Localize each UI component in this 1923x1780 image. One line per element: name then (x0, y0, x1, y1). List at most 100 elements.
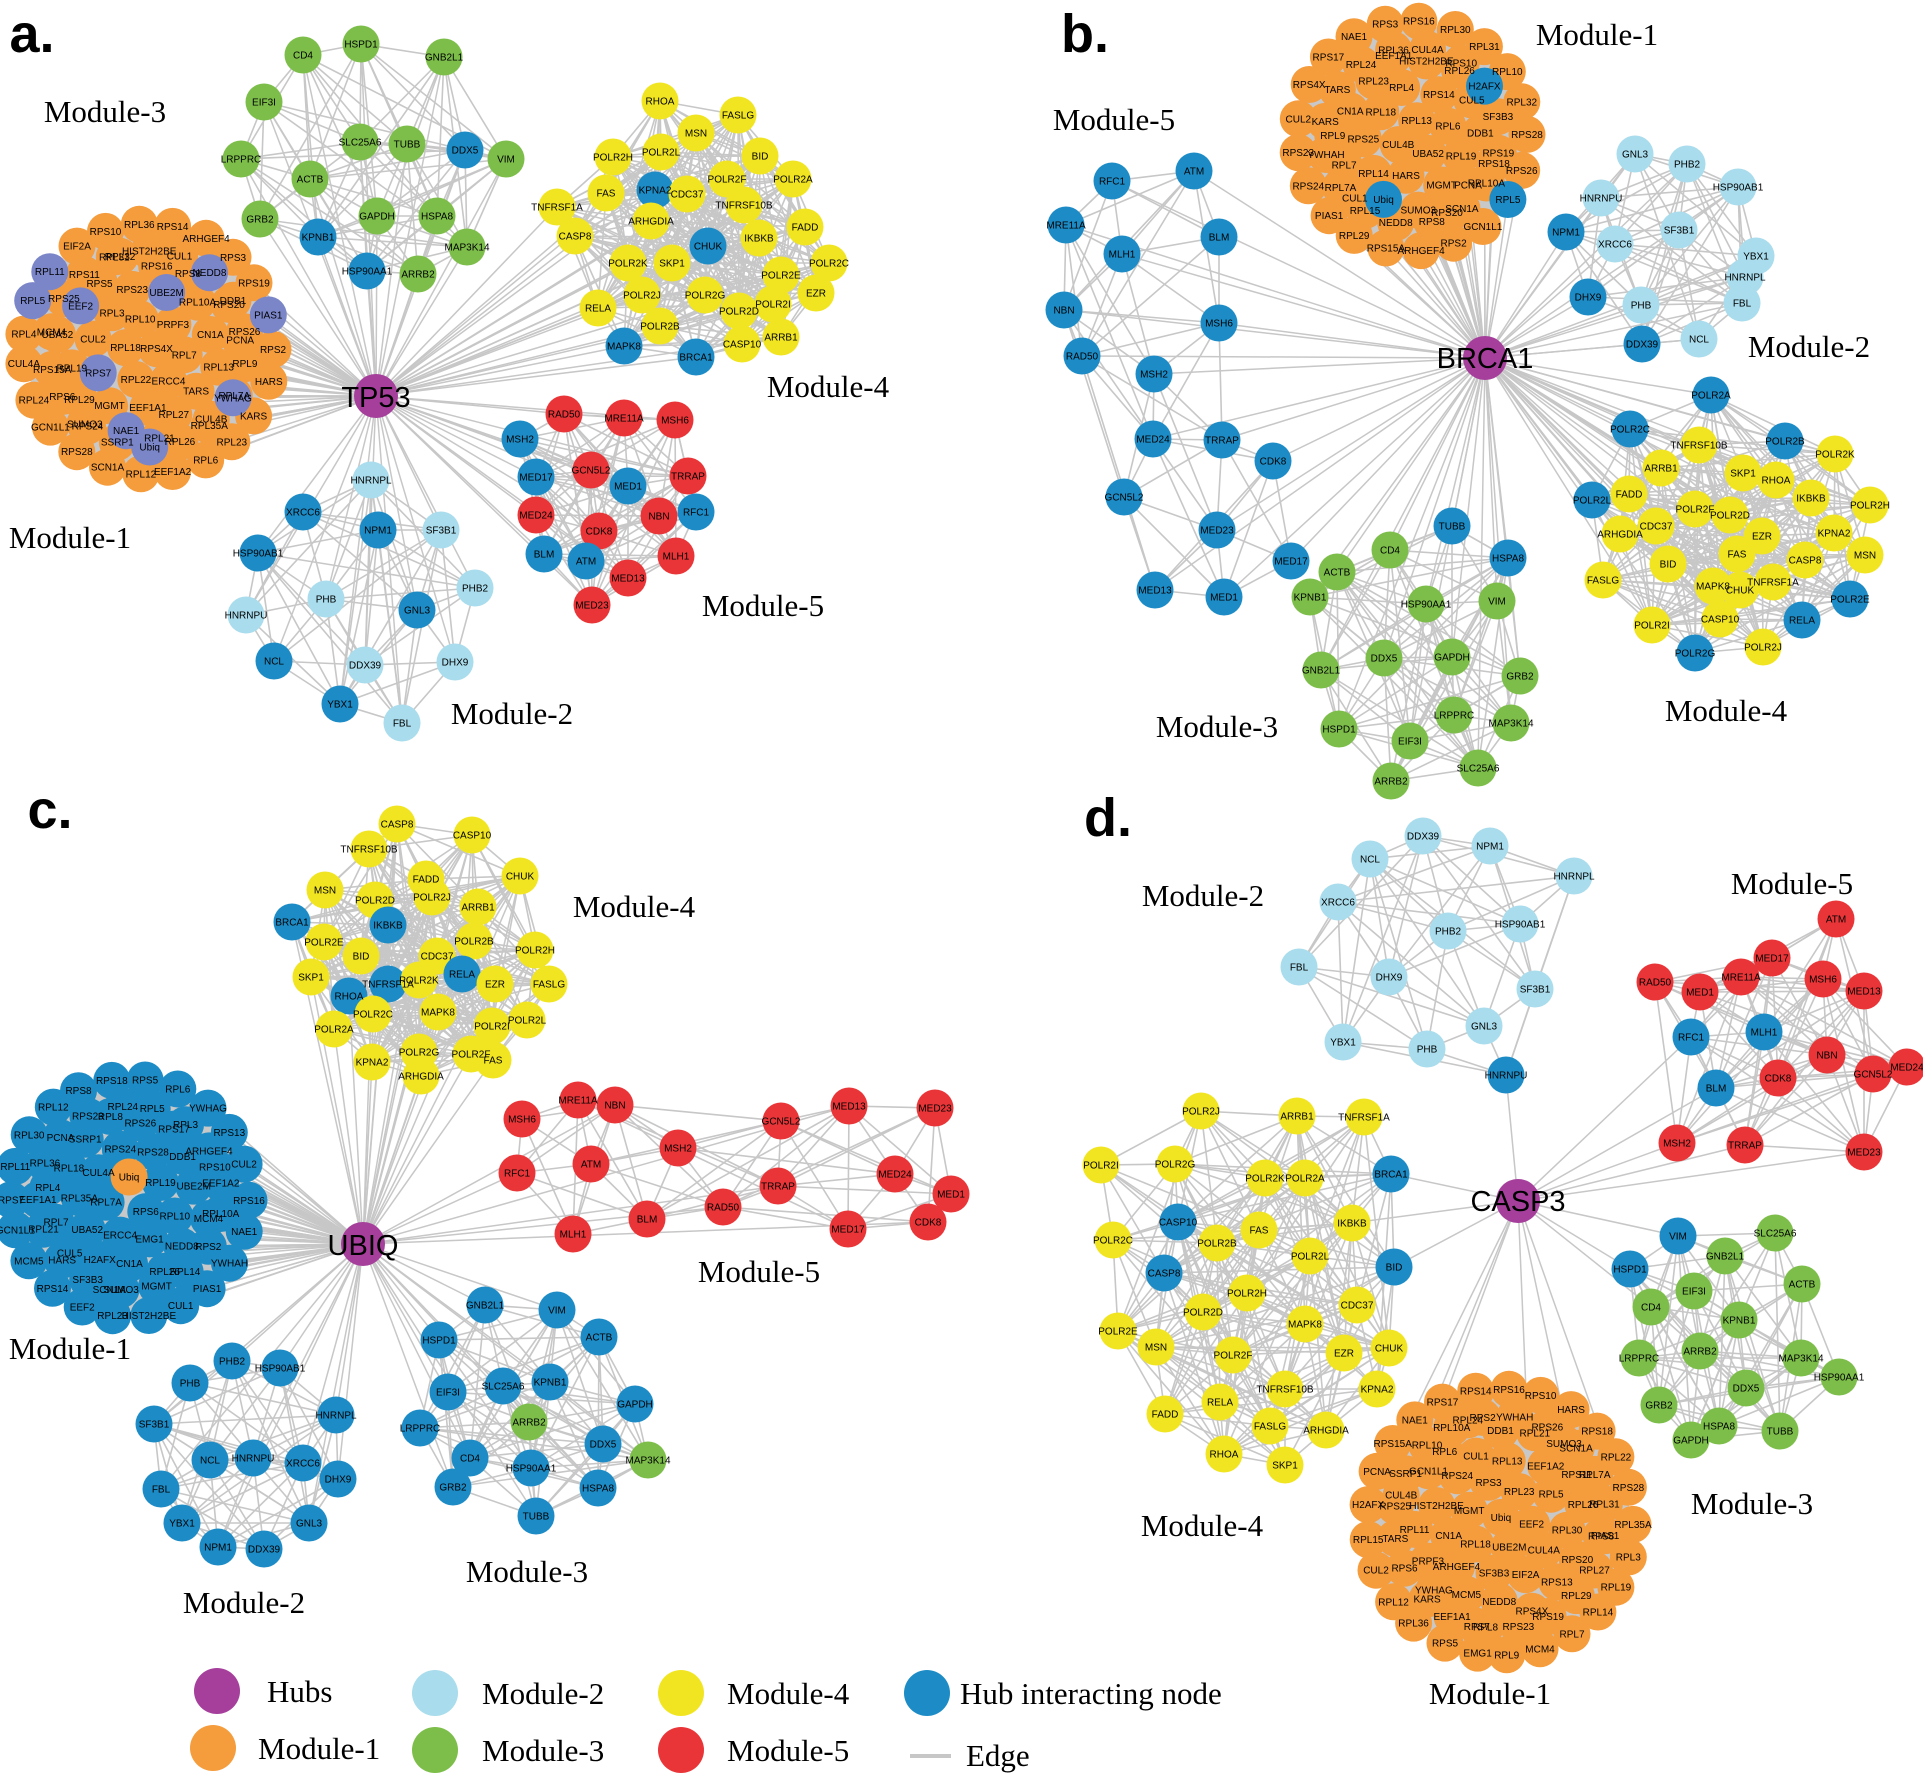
svg-text:CN1A: CN1A (116, 1259, 143, 1270)
svg-text:SF3B3: SF3B3 (1479, 1569, 1510, 1580)
svg-text:EZR: EZR (485, 980, 505, 991)
svg-text:MED1: MED1 (1210, 593, 1238, 604)
svg-text:POLR2B: POLR2B (640, 322, 680, 333)
svg-text:POLR2J: POLR2J (413, 893, 451, 904)
svg-text:MCM4: MCM4 (37, 327, 67, 338)
svg-text:CASP8: CASP8 (1789, 556, 1822, 567)
svg-text:TNFRSF1A: TNFRSF1A (1338, 1113, 1390, 1124)
svg-text:YWHAH: YWHAH (211, 1259, 248, 1270)
svg-text:CN1A: CN1A (1337, 106, 1364, 117)
svg-text:KARS: KARS (240, 411, 268, 422)
svg-text:FAS: FAS (597, 189, 616, 200)
svg-text:TNFRSF1A: TNFRSF1A (531, 203, 583, 214)
svg-text:PHB2: PHB2 (462, 584, 489, 595)
svg-text:RPS14: RPS14 (37, 1284, 69, 1295)
svg-text:DDX39: DDX39 (1626, 340, 1659, 351)
svg-text:RPS2: RPS2 (260, 345, 287, 356)
svg-text:b.: b. (1061, 4, 1109, 64)
svg-text:BID: BID (1660, 560, 1677, 571)
svg-text:SSRP1: SSRP1 (1389, 1469, 1422, 1480)
svg-text:MED17: MED17 (519, 473, 553, 484)
svg-text:RPL12: RPL12 (1378, 1597, 1409, 1608)
svg-text:GAPDH: GAPDH (1434, 653, 1470, 664)
svg-text:RPS10: RPS10 (1445, 59, 1477, 70)
svg-text:ERCC4: ERCC4 (152, 376, 186, 387)
svg-text:c.: c. (27, 780, 72, 840)
svg-text:ARRB2: ARRB2 (512, 1418, 546, 1429)
svg-text:POLR2B: POLR2B (454, 937, 494, 948)
svg-text:BLM: BLM (637, 1215, 658, 1226)
svg-text:Module-2: Module-2 (482, 1676, 604, 1711)
svg-text:SCN1A: SCN1A (1445, 204, 1479, 215)
svg-text:GRB2: GRB2 (246, 215, 274, 226)
svg-text:MED13: MED13 (611, 574, 645, 585)
svg-text:PHB: PHB (316, 595, 337, 606)
svg-text:YWHAG: YWHAG (189, 1104, 227, 1115)
svg-text:CUL4B: CUL4B (1385, 1491, 1418, 1502)
svg-text:DDB1: DDB1 (1487, 1426, 1514, 1437)
svg-text:YWHAH: YWHAH (1307, 150, 1344, 161)
svg-text:RPS23: RPS23 (72, 1112, 104, 1123)
svg-text:TUBB: TUBB (1439, 522, 1466, 533)
svg-text:NCL: NCL (264, 657, 284, 668)
svg-text:NCL: NCL (1689, 335, 1709, 346)
svg-text:HSP90AB1: HSP90AB1 (1713, 183, 1764, 194)
svg-text:POLR2H: POLR2H (1227, 1289, 1267, 1300)
svg-text:RPL3: RPL3 (173, 1120, 198, 1131)
svg-text:MED23: MED23 (918, 1104, 952, 1115)
svg-text:POLR2G: POLR2G (399, 1048, 440, 1059)
svg-text:MCM5: MCM5 (1452, 1590, 1482, 1601)
svg-text:RPS10: RPS10 (90, 227, 122, 238)
svg-text:RPL13: RPL13 (1492, 1456, 1523, 1467)
svg-text:POLR2H: POLR2H (593, 153, 633, 164)
svg-text:RPL10A: RPL10A (1433, 1423, 1471, 1434)
svg-text:MSH6: MSH6 (661, 416, 689, 427)
svg-text:CDC37: CDC37 (421, 952, 454, 963)
svg-text:HNRNPL: HNRNPL (1724, 273, 1766, 284)
svg-text:MRE11A: MRE11A (1721, 973, 1761, 984)
svg-text:MED23: MED23 (1200, 526, 1234, 537)
svg-text:RPL27: RPL27 (159, 410, 190, 421)
svg-text:RPS8: RPS8 (65, 1086, 92, 1097)
svg-text:RPL15: RPL15 (1353, 1535, 1384, 1546)
svg-text:HNRNPU: HNRNPU (232, 1454, 275, 1465)
svg-text:PHB2: PHB2 (1674, 160, 1701, 171)
svg-text:CUL1: CUL1 (167, 252, 193, 263)
svg-text:RPL15: RPL15 (1350, 206, 1381, 217)
svg-text:ARHGDIA: ARHGDIA (1597, 530, 1643, 541)
svg-text:MED24: MED24 (878, 1170, 912, 1181)
svg-text:POLR2I: POLR2I (474, 1022, 510, 1033)
svg-text:RELA: RELA (449, 970, 475, 981)
svg-text:NPM1: NPM1 (1476, 842, 1504, 853)
svg-text:EZR: EZR (806, 289, 826, 300)
svg-text:EZR: EZR (1334, 1349, 1354, 1360)
svg-text:Module-2: Module-2 (183, 1585, 305, 1620)
svg-text:EEF1A1: EEF1A1 (19, 1195, 57, 1206)
svg-text:BID: BID (752, 152, 769, 163)
svg-text:Module-3: Module-3 (482, 1733, 604, 1768)
svg-text:RPL29: RPL29 (1561, 1591, 1592, 1602)
svg-text:POLR2C: POLR2C (1610, 425, 1650, 436)
svg-text:RPS28: RPS28 (1613, 1483, 1645, 1494)
svg-text:HSPA8: HSPA8 (421, 212, 453, 223)
svg-text:d.: d. (1084, 788, 1132, 848)
svg-text:IKBKB: IKBKB (373, 921, 403, 932)
svg-text:MED24: MED24 (1136, 435, 1170, 446)
svg-text:RPL29: RPL29 (1339, 231, 1370, 242)
svg-text:RPL30: RPL30 (14, 1130, 45, 1141)
svg-text:MLH1: MLH1 (663, 552, 690, 563)
svg-text:NAE1: NAE1 (113, 426, 140, 437)
svg-text:RFC1: RFC1 (683, 508, 710, 519)
svg-text:FBL: FBL (152, 1485, 171, 1496)
svg-text:CDK8: CDK8 (586, 527, 613, 538)
svg-text:ATM: ATM (576, 557, 596, 568)
svg-text:TP53: TP53 (341, 382, 410, 414)
svg-text:TARS: TARS (1324, 85, 1350, 96)
svg-text:RPS13: RPS13 (213, 1128, 245, 1139)
svg-text:ARHGEF4: ARHGEF4 (185, 1146, 233, 1157)
svg-text:FAS: FAS (1250, 1226, 1269, 1237)
svg-text:MSN: MSN (685, 129, 707, 140)
svg-text:NEDD8: NEDD8 (1482, 1597, 1516, 1608)
svg-text:RPL7A: RPL7A (1579, 1470, 1611, 1481)
svg-text:CASP10: CASP10 (1159, 1218, 1198, 1229)
